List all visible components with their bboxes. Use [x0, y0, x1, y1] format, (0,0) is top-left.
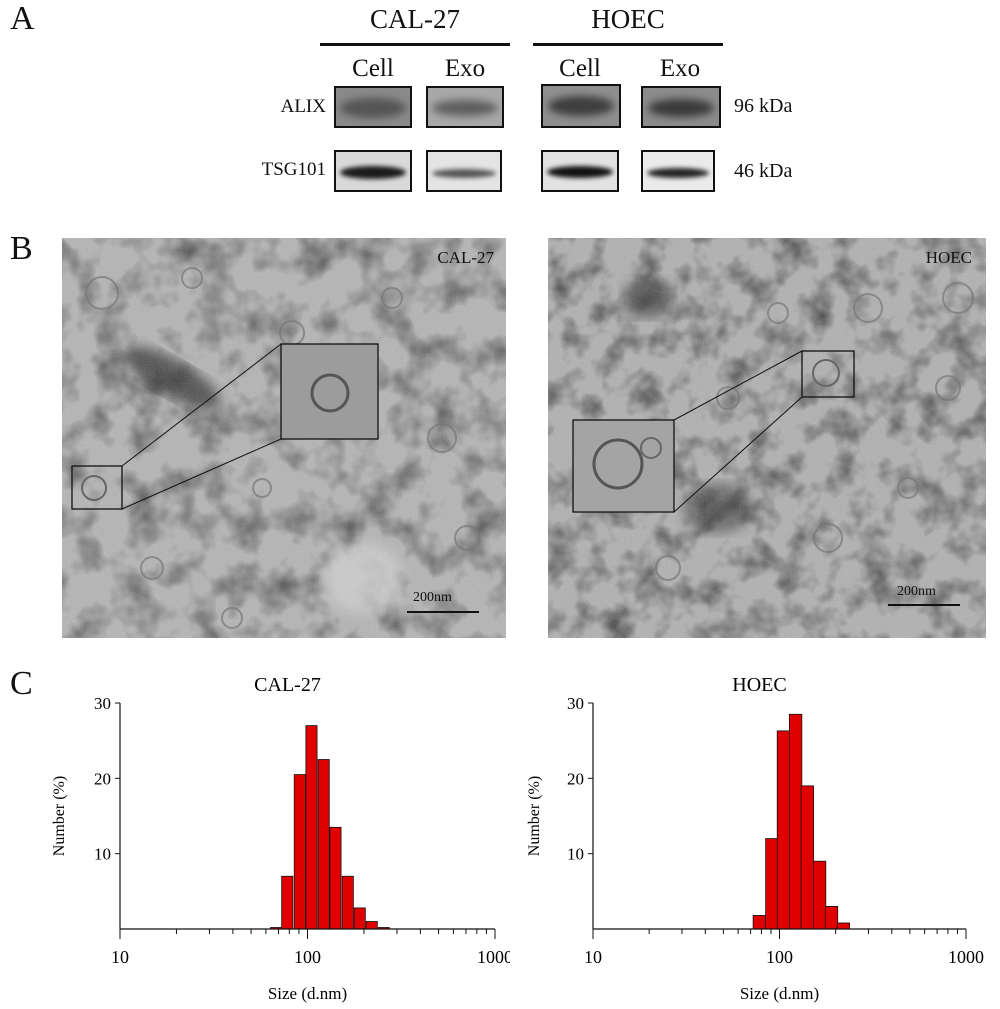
blot-alix-cal27-cell: [334, 86, 412, 128]
histogram-bar: [776, 730, 791, 930]
row-label-tsg101: TSG101: [261, 159, 326, 180]
y-tick-label: 10: [94, 845, 111, 864]
x-tick-label: 10: [111, 947, 129, 967]
histogram-bar: [305, 725, 318, 930]
histogram-bar: [752, 915, 767, 930]
histogram-bar: [293, 774, 306, 930]
x-tick-label: 1000: [477, 947, 510, 967]
scale-bar-cal27: [407, 611, 479, 613]
y-axis-label: Number (%): [526, 776, 543, 856]
y-tick-label: 30: [94, 694, 111, 713]
histogram-bar: [824, 905, 839, 930]
y-tick-label: 20: [567, 769, 584, 788]
y-tick-label: 30: [567, 694, 584, 713]
x-tick-label: 10: [584, 947, 602, 967]
x-axis-label: Size (d.nm): [740, 984, 819, 1003]
x-tick-label: 100: [766, 947, 793, 967]
group-line-cal27: [320, 43, 510, 46]
histogram-bar: [281, 875, 294, 930]
blot-tsg101-cal27-exo: [426, 150, 502, 192]
blot-alix-cal27-exo: [426, 86, 504, 128]
mw-label-tsg101: 46 kDa: [734, 160, 793, 182]
histogram-bar: [765, 838, 779, 930]
col-label-cal27-cell: Cell: [352, 55, 394, 82]
histogram-bar: [353, 907, 366, 930]
histogram-bar: [365, 921, 378, 930]
group-title-cal27: CAL-27: [370, 4, 460, 34]
row-label-alix: ALIX: [280, 96, 326, 117]
x-axis-label: Size (d.nm): [268, 984, 347, 1003]
mw-label-alix: 96 kDa: [734, 95, 793, 117]
blot-tsg101-cal27-cell: [334, 150, 412, 192]
y-axis-label: Number (%): [51, 776, 68, 856]
panel-letter-c: C: [10, 665, 33, 702]
blot-alix-hoec-exo: [641, 86, 721, 128]
col-label-hoec-exo: Exo: [659, 55, 701, 82]
x-tick-label: 1000: [948, 947, 984, 967]
histogram-bar: [836, 922, 851, 930]
col-label-hoec-cell: Cell: [559, 55, 601, 82]
scale-bar-hoec: [888, 604, 960, 606]
histogram-bar: [329, 826, 342, 930]
histogram-bar: [800, 785, 814, 930]
chart-title: CAL-27: [254, 674, 321, 696]
histogram-bar: [341, 875, 354, 930]
chart-title: HOEC: [732, 674, 786, 696]
tem-image-cal27: CAL-27 200nm: [62, 238, 506, 638]
tem-label-cal27: CAL-27: [437, 248, 494, 267]
y-tick-label: 20: [94, 769, 111, 788]
blot-alix-hoec-cell: [541, 84, 621, 128]
panel-letter-b: B: [10, 230, 33, 267]
scale-text-cal27: 200nm: [413, 590, 452, 605]
histogram-bar: [788, 713, 803, 930]
scale-text-hoec: 200nm: [897, 584, 936, 599]
histogram-bar: [812, 860, 827, 930]
y-tick-label: 10: [567, 845, 584, 864]
blot-tsg101-hoec-exo: [641, 150, 715, 192]
group-title-hoec: HOEC: [591, 4, 665, 34]
x-tick-label: 100: [294, 947, 321, 967]
histogram-cal27: CAL-27 Number (%) Size (d.nm) 10 20 30 10 100 10…: [51, 674, 510, 1003]
tem-label-hoec: HOEC: [925, 248, 972, 267]
histogram-hoec: HOEC Number (%) Size (d.nm) 10 20 30 10 100 1000: [526, 674, 984, 1003]
blot-tsg101-hoec-cell: [541, 150, 619, 192]
col-label-cal27-exo: Exo: [444, 55, 486, 82]
group-line-hoec: [533, 43, 723, 46]
histogram-bar: [317, 759, 330, 930]
tem-image-hoec: HOEC 200nm: [548, 238, 986, 638]
panel-letter-a: A: [10, 0, 35, 37]
